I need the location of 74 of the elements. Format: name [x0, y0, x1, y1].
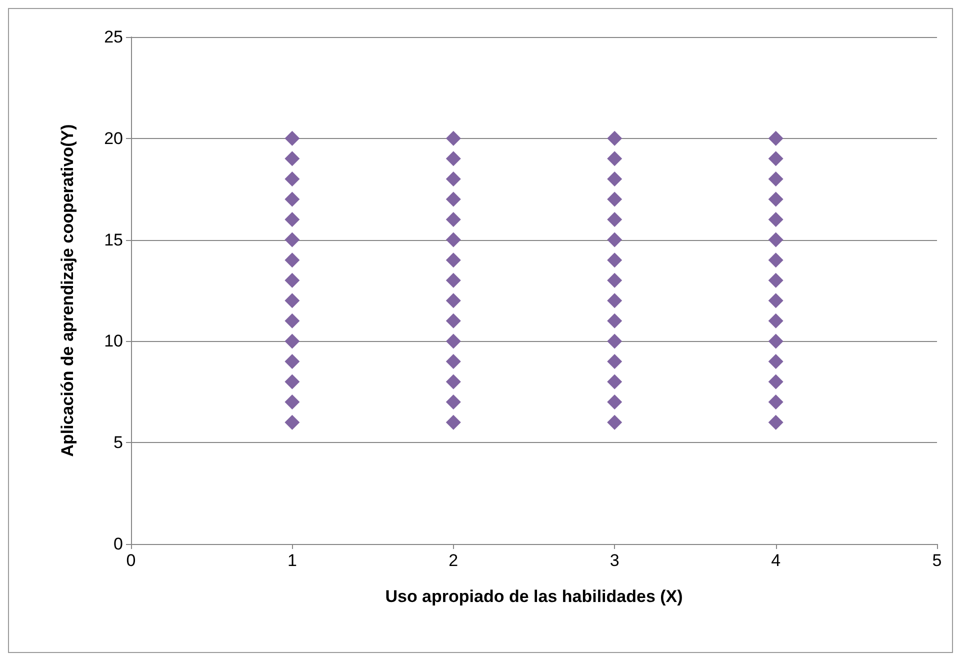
- point: [607, 130, 622, 146]
- point: [607, 232, 622, 248]
- point: [768, 293, 784, 308]
- y-tick-label: 15: [104, 230, 123, 250]
- point: [446, 272, 461, 288]
- point: [607, 354, 622, 369]
- point: [768, 232, 784, 248]
- point: [607, 252, 622, 268]
- y-tick-label: 0: [114, 534, 123, 554]
- point: [768, 374, 784, 390]
- x-axis-title: Uso apropiado de las habilidades (X): [385, 587, 683, 606]
- point: [607, 151, 622, 166]
- point: [607, 334, 622, 349]
- y-tick-label: 5: [114, 433, 123, 452]
- x-tick-label: 1: [287, 551, 297, 570]
- point: [446, 252, 461, 268]
- point: [284, 212, 300, 228]
- point: [768, 354, 784, 369]
- point: [768, 212, 784, 228]
- point: [446, 313, 461, 328]
- point: [284, 130, 300, 146]
- point: [607, 313, 622, 328]
- y-axis-title: Aplicación de aprendizaje cooperativo(Y): [58, 124, 77, 457]
- point: [284, 394, 300, 410]
- point: [768, 394, 784, 410]
- point: [607, 374, 622, 390]
- point: [768, 130, 784, 146]
- x-tick-label: 0: [126, 551, 136, 570]
- point: [607, 212, 622, 228]
- x-tick-label: 5: [932, 551, 942, 570]
- point: [768, 252, 784, 268]
- x-tick-label: 3: [610, 551, 620, 570]
- x-tick-label: 4: [771, 551, 781, 570]
- point: [284, 414, 300, 430]
- point: [446, 151, 461, 166]
- point: [446, 374, 461, 390]
- point: [607, 414, 622, 430]
- point: [768, 151, 784, 166]
- point: [768, 414, 784, 430]
- point: [446, 192, 461, 207]
- point: [607, 293, 622, 308]
- point: [768, 272, 784, 288]
- x-tick-label: 2: [448, 551, 458, 570]
- point: [446, 293, 461, 308]
- point: [446, 171, 461, 186]
- point: [768, 334, 784, 349]
- point: [284, 232, 300, 248]
- point: [446, 232, 461, 248]
- point: [446, 334, 461, 349]
- point: [446, 212, 461, 228]
- point: [284, 151, 300, 166]
- y-tick-label: 10: [104, 332, 123, 351]
- point: [607, 171, 622, 186]
- point: [284, 252, 300, 268]
- y-tick-label: 20: [104, 128, 123, 148]
- point: [284, 171, 300, 186]
- point: [284, 374, 300, 390]
- point: [284, 293, 300, 308]
- point: [284, 272, 300, 288]
- point: [446, 354, 461, 369]
- point: [284, 313, 300, 328]
- point: [446, 414, 461, 430]
- point: [607, 192, 622, 207]
- y-tick-label: 25: [104, 28, 123, 46]
- point: [446, 130, 461, 146]
- point: [284, 192, 300, 207]
- point: [284, 354, 300, 369]
- point: [607, 394, 622, 410]
- point: [284, 334, 300, 349]
- point: [607, 272, 622, 288]
- point: [446, 394, 461, 410]
- point: [768, 171, 784, 186]
- point: [768, 192, 784, 207]
- point: [768, 313, 784, 328]
